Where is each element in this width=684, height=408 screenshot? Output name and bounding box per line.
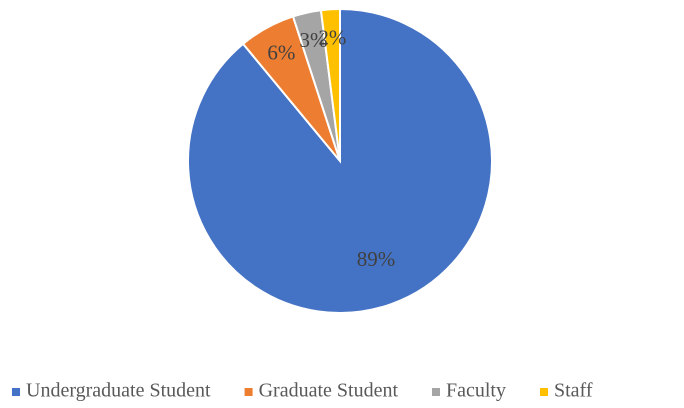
data-label: 2% (318, 25, 346, 49)
pie-slice (319, 7, 341, 162)
data-label: 89% (357, 247, 396, 271)
legend-label: Staff (554, 380, 593, 402)
legend-marker (12, 388, 20, 396)
pie-slice (187, 7, 493, 314)
legend-label: Faculty (446, 380, 506, 402)
legend-label: Graduate Student (259, 380, 399, 402)
legend-label: Undergraduate Student (26, 380, 211, 402)
legend-marker (244, 388, 253, 396)
legend-marker (432, 388, 440, 396)
data-label: 3% (299, 28, 327, 52)
legend-marker (540, 388, 548, 396)
data-label: 6% (267, 40, 295, 64)
